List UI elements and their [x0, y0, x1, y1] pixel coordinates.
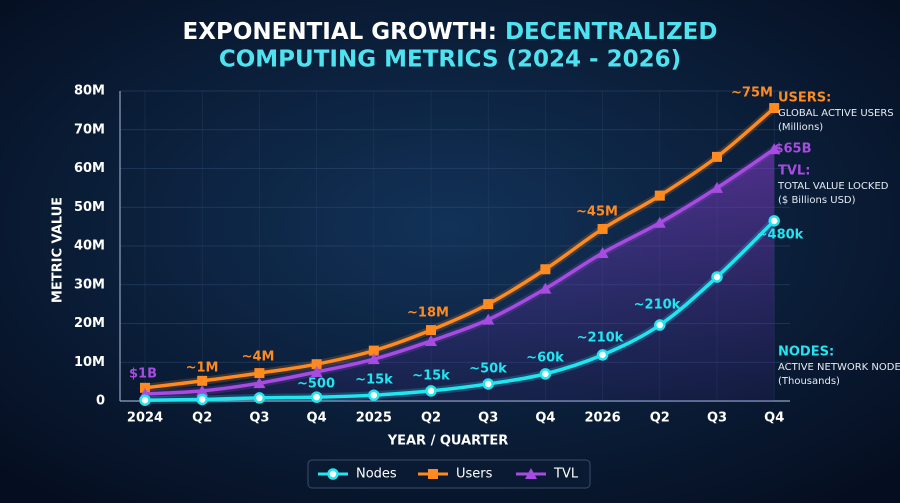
data-label: ~15k	[355, 373, 393, 388]
marker	[597, 223, 608, 234]
marker	[426, 325, 436, 336]
marker	[483, 299, 494, 310]
marker	[654, 319, 666, 331]
y-axis-label: METRIC VALUE	[51, 197, 66, 303]
marker	[253, 392, 266, 404]
data-label: ~210k	[577, 331, 624, 346]
marker	[310, 391, 323, 403]
data-label: ~60k	[526, 351, 564, 366]
marker	[711, 181, 723, 193]
chart-title: EXPONENTIAL GROWTH: DECENTRALIZED	[183, 19, 718, 45]
marker	[368, 345, 379, 356]
y-tick-label: 20M	[74, 316, 105, 331]
note-line: ($ Billions USD)	[778, 195, 856, 206]
data-label: $1B	[129, 367, 157, 382]
marker	[196, 393, 208, 406]
legend-marker	[327, 468, 339, 480]
legend-label: TVL	[553, 467, 579, 482]
note-line: GLOBAL ACTIVE USERS	[778, 108, 894, 119]
marker	[712, 151, 722, 162]
marker	[311, 359, 322, 370]
data-label: ~50k	[469, 362, 507, 377]
marker	[596, 246, 609, 258]
x-tick-label: 2024	[127, 411, 163, 426]
marker	[596, 349, 609, 361]
legend-label: Users	[456, 467, 493, 482]
marker	[654, 190, 665, 201]
y-tick-label: 80M	[74, 84, 105, 99]
marker	[140, 382, 150, 393]
marker	[482, 378, 494, 390]
marker	[197, 375, 208, 386]
y-tick-label: 70M	[74, 122, 105, 137]
x-tick-label: 2025	[356, 411, 392, 426]
note-title: TVL:	[778, 164, 810, 179]
marker	[768, 215, 780, 227]
x-tick-label: Q4	[535, 411, 555, 426]
title-part: DECENTRALIZED	[505, 19, 718, 45]
data-label: ~45M	[576, 205, 618, 220]
legend-marker	[428, 469, 438, 479]
marker	[367, 353, 380, 365]
data-label: ~480k	[757, 228, 804, 243]
marker	[769, 103, 780, 114]
marker	[310, 365, 323, 377]
y-tick-label: 30M	[74, 277, 105, 292]
note-line: (Millions)	[778, 122, 823, 133]
x-tick-label: Q4	[307, 411, 327, 426]
data-label: $65B	[774, 142, 811, 157]
marker	[139, 394, 151, 406]
x-tick-label: Q3	[249, 411, 269, 426]
marker	[425, 385, 437, 397]
note-line: (Thousands)	[778, 376, 840, 387]
legend-marker	[525, 468, 537, 479]
x-tick-label: Q4	[764, 411, 784, 426]
note-line: ACTIVE NETWORK NODES	[778, 362, 900, 373]
data-label: ~1M	[186, 361, 219, 376]
y-tick-label: 10M	[74, 355, 105, 370]
y-tick-label: 0	[96, 394, 105, 409]
x-tick-label: Q2	[421, 411, 441, 426]
legend	[307, 459, 591, 489]
x-tick-label: Q2	[192, 411, 212, 426]
note-title: USERS:	[778, 91, 831, 106]
data-label: ~15k	[412, 369, 450, 384]
marker	[254, 368, 265, 379]
data-label: ~500	[297, 377, 335, 392]
y-tick-label: 50M	[74, 200, 105, 215]
marker	[540, 264, 551, 275]
chart-title: COMPUTING METRICS (2024 - 2026)	[219, 47, 681, 73]
y-tick-label: 40M	[74, 239, 105, 254]
marker	[196, 384, 209, 396]
marker	[768, 143, 781, 155]
note-title: NODES:	[778, 345, 834, 360]
marker	[253, 377, 266, 389]
marker	[368, 389, 380, 401]
title-part: EXPONENTIAL GROWTH:	[183, 19, 497, 45]
legend-label: Nodes	[356, 467, 397, 482]
marker	[653, 216, 666, 228]
marker	[539, 282, 552, 294]
data-label: ~18M	[407, 306, 449, 321]
y-tick-label: 60M	[74, 161, 105, 176]
x-tick-label: Q2	[650, 411, 670, 426]
marker	[711, 271, 723, 283]
x-tick-label: 2026	[585, 411, 621, 426]
marker	[425, 334, 437, 346]
note-line: TOTAL VALUE LOCKED	[777, 181, 889, 192]
data-label: ~4M	[242, 350, 275, 365]
area-fill	[145, 149, 775, 401]
x-tick-label: Q3	[707, 411, 727, 426]
data-label: ~210k	[634, 298, 681, 313]
marker	[539, 368, 552, 380]
data-label: ~75M	[731, 86, 773, 101]
x-tick-label: Q3	[478, 411, 498, 426]
x-axis-label: YEAR / QUARTER	[387, 434, 509, 449]
marker	[482, 313, 495, 325]
